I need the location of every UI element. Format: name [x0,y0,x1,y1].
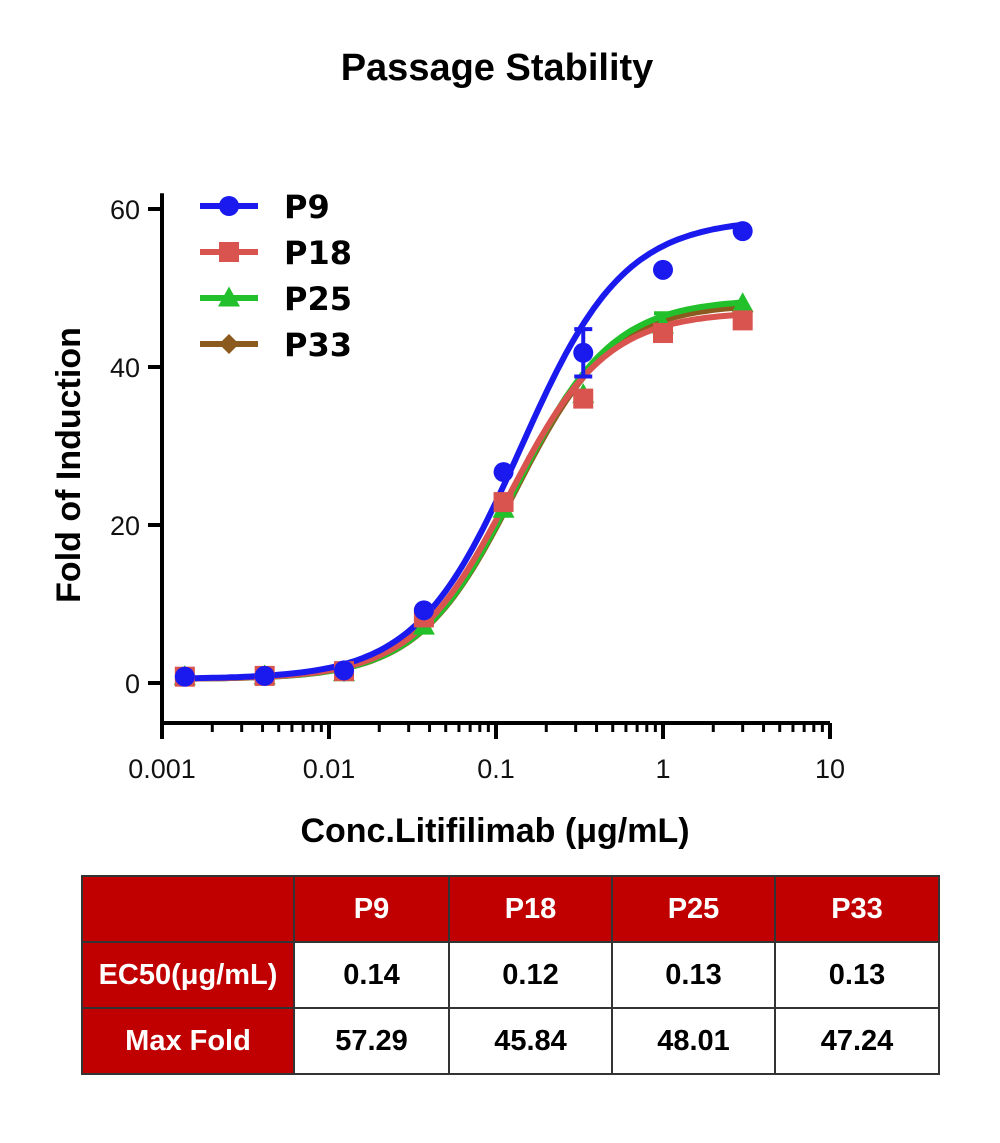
fit-curve-p18 [181,311,746,682]
table-header-cell: P18 [448,875,613,943]
data-point-diamond [219,334,239,354]
x-axis-title: Conc.Litifilimab (μg/mL) [300,812,689,850]
x-tick-label: 1 [655,754,670,784]
dose-response-chart: Passage Stability 0 20 40 60 0.001 0.01 0.1 1 10… [50,47,845,850]
data-point-square [573,388,594,409]
data-point-circle [219,196,239,216]
x-tick-label: 0.1 [477,754,515,784]
legend-label-p33: P33 [284,326,352,364]
y-tick-label: 60 [110,195,140,225]
table-cell: 0.14 [293,941,450,1009]
data-point-circle [413,600,434,621]
data-point-square [732,310,753,331]
data-point-circle [573,342,594,363]
row-label: Max Fold [81,1007,295,1075]
y-tick-label: 40 [110,353,140,383]
data-point-circle [174,666,195,687]
fit-curve-p25 [181,299,746,682]
y-axis-title: Fold of Induction [50,327,88,603]
data-point-triangle [731,292,754,313]
table-cell: 0.13 [774,941,940,1009]
data-point-circle [254,665,275,686]
table-cell: 0.13 [611,941,776,1009]
table-header-cell [81,875,295,943]
chart-title: Passage Stability [341,47,654,89]
fit-curve-p33 [181,304,746,682]
table-header-cell: P25 [611,875,776,943]
summary-table: P9 P18 P25 P33 EC50(μg/mL) 0.14 0.12 0.1… [81,875,940,1075]
table-row: Max Fold 57.29 45.84 48.01 47.24 [81,1007,940,1075]
table-header-cell: P33 [774,875,940,943]
table-row: EC50(μg/mL) 0.14 0.12 0.13 0.13 [81,941,940,1009]
data-point-triangle [218,286,240,307]
x-tick-label: 0.01 [303,754,356,784]
data-point-square [653,323,673,344]
table-cell: 47.24 [774,1007,940,1075]
table-cell: 57.29 [293,1007,450,1075]
row-label: EC50(μg/mL) [81,941,295,1009]
y-tick-label: 20 [110,511,140,541]
data-point-square [219,242,239,262]
table-cell: 45.84 [448,1007,613,1075]
fit-curve-p9 [181,221,746,682]
x-tick-label: 10 [815,754,845,784]
legend-label-p25: P25 [284,280,352,318]
data-point-circle [493,462,514,483]
data-point-square [493,492,514,513]
data-point-circle [732,221,753,242]
data-point-circle [653,259,673,280]
data-point-circle [334,660,355,681]
table-cell: 0.12 [448,941,613,1009]
legend-label-p18: P18 [284,234,352,272]
table-cell: 48.01 [611,1007,776,1075]
x-tick-label: 0.001 [128,754,196,784]
plot-area: 0 20 40 60 0.001 0.01 0.1 1 10 P9 P18 P25 P33 [110,188,845,784]
y-tick-label: 0 [125,669,140,699]
table-header-cell: P9 [293,875,450,943]
table-header-row: P9 P18 P25 P33 [81,875,940,943]
legend-label-p9: P9 [284,188,330,226]
